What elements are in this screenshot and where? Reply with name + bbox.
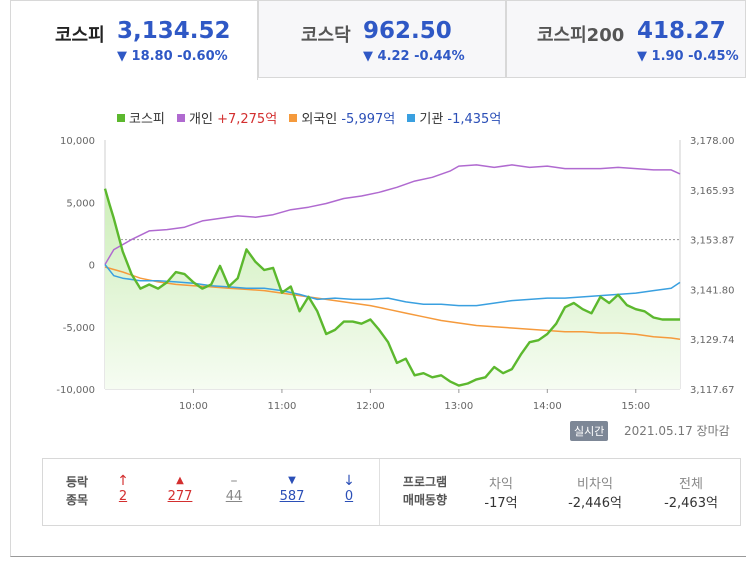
x-tick-label: 15:00 bbox=[621, 401, 650, 412]
legend-foreign-swatch bbox=[289, 114, 298, 122]
program-label: 프로그램 매매동향 bbox=[395, 473, 455, 509]
content-frame bbox=[10, 0, 746, 557]
breadth-upper-limit-count[interactable]: 2 bbox=[118, 489, 128, 504]
right-tick-label: 3,153.87 bbox=[690, 236, 735, 247]
legend-individual-swatch bbox=[177, 114, 186, 122]
program-label-line1: 프로그램 bbox=[402, 475, 448, 489]
breadth-lower-limit: ↓ 0 bbox=[337, 473, 361, 504]
right-tick-label: 3,129.74 bbox=[690, 335, 735, 346]
breadth-upper-limit: ↑ 2 bbox=[109, 473, 137, 504]
date-label: 2021.05.17 bbox=[624, 424, 693, 438]
index-tabs: 코스피 3,134.52 ▼ 18.80 -0.60% 코스닥 962.50 ▼… bbox=[10, 0, 746, 80]
tab-kosdaq-value: 962.50 bbox=[363, 18, 452, 44]
intraday-chart: 10,000 5,000 0 -5,000 -10,000 3,178.00 3,165.9… bbox=[56, 136, 735, 412]
institution-line bbox=[104, 264, 681, 307]
breadth-label-line2: 종목 bbox=[65, 493, 89, 507]
program-non-arbitrage-header: 비차익 bbox=[577, 477, 613, 492]
down-triangle-icon: ▼ bbox=[288, 475, 296, 486]
tab-kospi[interactable]: 코스피 3,134.52 ▼ 18.80 -0.60% bbox=[10, 0, 258, 80]
up-limit-arrow-icon: ↑ bbox=[117, 473, 129, 489]
individual-line bbox=[104, 164, 681, 265]
breadth-label-line1: 등락 bbox=[65, 475, 89, 489]
tab-kosdaq[interactable]: 코스닥 962.50 ▼ 4.22 -0.44% bbox=[258, 0, 506, 78]
legend-foreign: 외국인 -5,997억 bbox=[289, 108, 395, 127]
left-tick-label: 10,000 bbox=[60, 136, 95, 147]
kospi-line bbox=[103, 188, 680, 387]
up-triangle-icon: ▲ bbox=[176, 475, 184, 486]
program-total-header: 전체 bbox=[679, 477, 703, 492]
legend-institution-value: -1,435억 bbox=[447, 112, 502, 127]
program-total-value: -2,463억 bbox=[664, 496, 718, 511]
left-tick-label: 0 bbox=[89, 261, 95, 272]
legend-institution-swatch bbox=[407, 114, 416, 122]
left-tick-label: 5,000 bbox=[66, 198, 95, 209]
breadth-up-count[interactable]: 277 bbox=[167, 489, 193, 504]
tab-kospi-name: 코스피 bbox=[55, 25, 105, 46]
breadth-up: ▲ 277 bbox=[163, 473, 197, 504]
legend-foreign-value: -5,997억 bbox=[341, 112, 396, 127]
tab-kospi200-change: ▼ 1.90 -0.45% bbox=[637, 49, 739, 64]
tab-kospi-change: ▼ 18.80 -0.60% bbox=[117, 49, 228, 64]
x-tick-label: 11:00 bbox=[268, 401, 297, 412]
legend-individual-value: +7,275억 bbox=[217, 112, 278, 127]
legend-individual-label: 개인 bbox=[189, 112, 213, 127]
x-tick-label: 12:00 bbox=[356, 401, 385, 412]
down-limit-arrow-icon: ↓ bbox=[343, 473, 355, 489]
program-label-line2: 매매동향 bbox=[402, 493, 448, 507]
breadth-down: ▼ 587 bbox=[275, 473, 309, 504]
left-tick-label: -10,000 bbox=[56, 385, 95, 396]
program-non-arbitrage-value: -2,446억 bbox=[568, 496, 622, 511]
breadth-unchanged-count[interactable]: 44 bbox=[225, 489, 243, 504]
legend-individual: 개인 +7,275억 bbox=[177, 108, 277, 127]
tab-kospi-value: 3,134.52 bbox=[117, 18, 231, 44]
right-tick-label: 3,117.67 bbox=[690, 385, 735, 396]
program-total: 전체 -2,463억 bbox=[651, 473, 731, 511]
legend-foreign-label: 외국인 bbox=[301, 112, 338, 127]
right-tick-label: 3,165.93 bbox=[690, 186, 735, 197]
tab-kospi200-name: 코스피200 bbox=[537, 25, 625, 46]
legend-kospi-label: 코스피 bbox=[129, 112, 165, 127]
right-tick-label: 3,178.00 bbox=[690, 136, 735, 147]
program-non-arbitrage: 비차익 -2,446억 bbox=[555, 473, 635, 511]
market-status: 2021.05.17 장마감 bbox=[624, 422, 730, 439]
program-arbitrage-header: 차익 bbox=[489, 477, 513, 492]
legend-kospi-swatch bbox=[117, 114, 125, 122]
breadth-label: 등락 종목 bbox=[61, 473, 93, 509]
foreign-line bbox=[104, 266, 681, 340]
tab-kospi200-value: 418.27 bbox=[637, 18, 726, 44]
market-close-label: 장마감 bbox=[696, 424, 730, 438]
left-tick-label: -5,000 bbox=[63, 323, 95, 334]
breadth-down-count[interactable]: 587 bbox=[279, 489, 305, 504]
program-arbitrage-value: -17억 bbox=[484, 496, 518, 511]
legend-institution: 기관 -1,435억 bbox=[407, 108, 501, 127]
x-tick-label: 13:00 bbox=[444, 401, 473, 412]
breadth-lower-limit-count[interactable]: 0 bbox=[344, 489, 354, 504]
breadth-unchanged: – 44 bbox=[219, 473, 249, 504]
kospi-area bbox=[105, 188, 680, 389]
right-tick-label: 3,141.80 bbox=[690, 285, 735, 296]
tab-kosdaq-name: 코스닥 bbox=[301, 25, 351, 46]
chart-legend: 코스피 개인 +7,275억 외국인 -5,997억 기관 -1,435억 bbox=[117, 108, 509, 127]
tab-kospi200[interactable]: 코스피200 418.27 ▼ 1.90 -0.45% bbox=[506, 0, 746, 78]
legend-institution-label: 기관 bbox=[419, 112, 444, 127]
market-summary: 등락 종목 ↑ 2 ▲ 277 – 44 ▼ 587 ↓ 0 프로그램 매매동향… bbox=[42, 458, 741, 526]
legend-kospi: 코스피 bbox=[117, 108, 165, 127]
summary-divider bbox=[379, 459, 380, 525]
program-arbitrage: 차익 -17억 bbox=[471, 473, 531, 511]
x-tick-label: 10:00 bbox=[179, 401, 208, 412]
unchanged-dash-icon: – bbox=[230, 473, 238, 489]
tab-kosdaq-change: ▼ 4.22 -0.44% bbox=[363, 49, 465, 64]
x-tick-label: 14:00 bbox=[533, 401, 562, 412]
realtime-badge[interactable]: 실시간 bbox=[570, 421, 609, 441]
